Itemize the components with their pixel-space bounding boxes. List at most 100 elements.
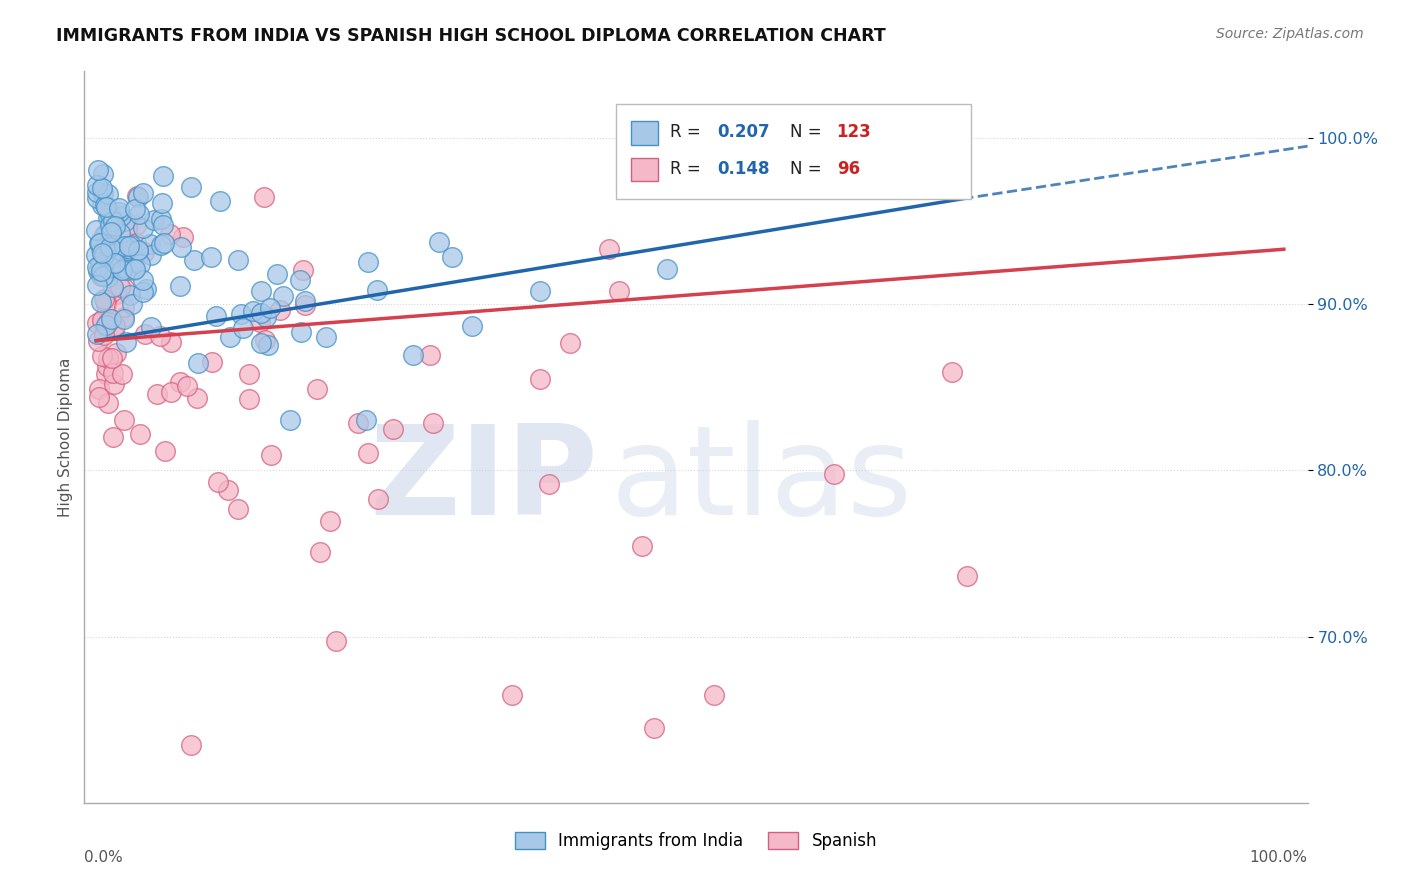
Point <box>461 318 484 333</box>
Point <box>226 252 249 267</box>
Point <box>107 205 129 219</box>
Point <box>253 333 276 347</box>
Point <box>104 286 127 301</box>
Point <box>139 248 162 262</box>
Point <box>325 634 347 648</box>
Point <box>501 688 523 702</box>
Point <box>101 351 124 365</box>
Point <box>104 256 127 270</box>
Point <box>97 315 120 329</box>
Point <box>121 297 143 311</box>
Point <box>90 264 112 278</box>
Point <box>100 228 122 243</box>
Point <box>91 167 114 181</box>
Text: N =: N = <box>790 123 827 141</box>
Point <box>357 254 380 268</box>
Point <box>257 338 280 352</box>
Point <box>315 330 337 344</box>
Point <box>91 186 114 200</box>
Point <box>101 430 124 444</box>
Point <box>309 545 332 559</box>
Point <box>114 214 136 228</box>
Point <box>97 395 120 409</box>
Point <box>108 279 131 293</box>
Point <box>90 294 112 309</box>
Point <box>149 238 172 252</box>
Point <box>155 443 177 458</box>
Point <box>101 280 124 294</box>
Point <box>132 245 155 260</box>
Point <box>93 228 115 243</box>
Point <box>180 180 202 194</box>
Point <box>232 320 254 334</box>
Text: IMMIGRANTS FROM INDIA VS SPANISH HIGH SCHOOL DIPLOMA CORRELATION CHART: IMMIGRANTS FROM INDIA VS SPANISH HIGH SC… <box>56 27 886 45</box>
Point <box>148 329 170 343</box>
Point <box>93 328 115 343</box>
Text: 96: 96 <box>837 160 859 178</box>
Point <box>169 375 191 389</box>
Point <box>657 261 679 276</box>
Point <box>402 348 425 362</box>
Point <box>254 310 277 324</box>
Point <box>205 309 228 323</box>
Point <box>87 236 110 251</box>
Point <box>305 382 328 396</box>
Point <box>598 242 620 256</box>
Point <box>146 387 169 401</box>
Text: 123: 123 <box>837 123 872 141</box>
Point <box>127 244 149 259</box>
Point <box>115 221 138 235</box>
Point <box>108 209 131 223</box>
Point <box>124 262 146 277</box>
Point <box>152 219 174 233</box>
Point <box>170 240 193 254</box>
Point <box>128 207 150 221</box>
Point <box>278 413 301 427</box>
Point <box>273 288 295 302</box>
Point <box>94 318 117 332</box>
Text: R =: R = <box>671 160 706 178</box>
Point <box>86 260 108 274</box>
Point <box>104 219 127 234</box>
Point <box>366 283 388 297</box>
Point <box>103 376 125 391</box>
Point <box>97 231 120 245</box>
FancyBboxPatch shape <box>631 158 658 181</box>
Point <box>87 390 110 404</box>
Point <box>117 238 139 252</box>
Point <box>91 198 114 212</box>
Point <box>238 392 260 406</box>
Point <box>529 372 551 386</box>
Point <box>97 211 120 225</box>
Point <box>111 246 134 260</box>
Point <box>90 263 112 277</box>
Point <box>529 284 551 298</box>
Point <box>98 244 121 258</box>
Point <box>100 225 122 239</box>
Point <box>90 313 112 327</box>
Point <box>103 245 125 260</box>
Point <box>111 263 134 277</box>
Point <box>94 298 117 312</box>
Point <box>96 368 118 382</box>
Point <box>152 169 174 183</box>
Point <box>607 284 630 298</box>
Point <box>250 335 273 350</box>
Point <box>294 294 316 309</box>
Point <box>112 310 135 324</box>
Point <box>176 378 198 392</box>
Point <box>86 248 108 262</box>
Point <box>127 243 149 257</box>
Point <box>100 237 122 252</box>
Point <box>703 688 725 702</box>
Point <box>226 502 249 516</box>
Point <box>89 236 111 251</box>
Point <box>97 187 120 202</box>
Point <box>252 190 274 204</box>
Text: atlas: atlas <box>610 420 912 541</box>
Text: 0.0%: 0.0% <box>84 850 124 865</box>
Point <box>229 307 252 321</box>
Point <box>169 279 191 293</box>
Point <box>97 243 120 257</box>
Point <box>441 250 464 264</box>
